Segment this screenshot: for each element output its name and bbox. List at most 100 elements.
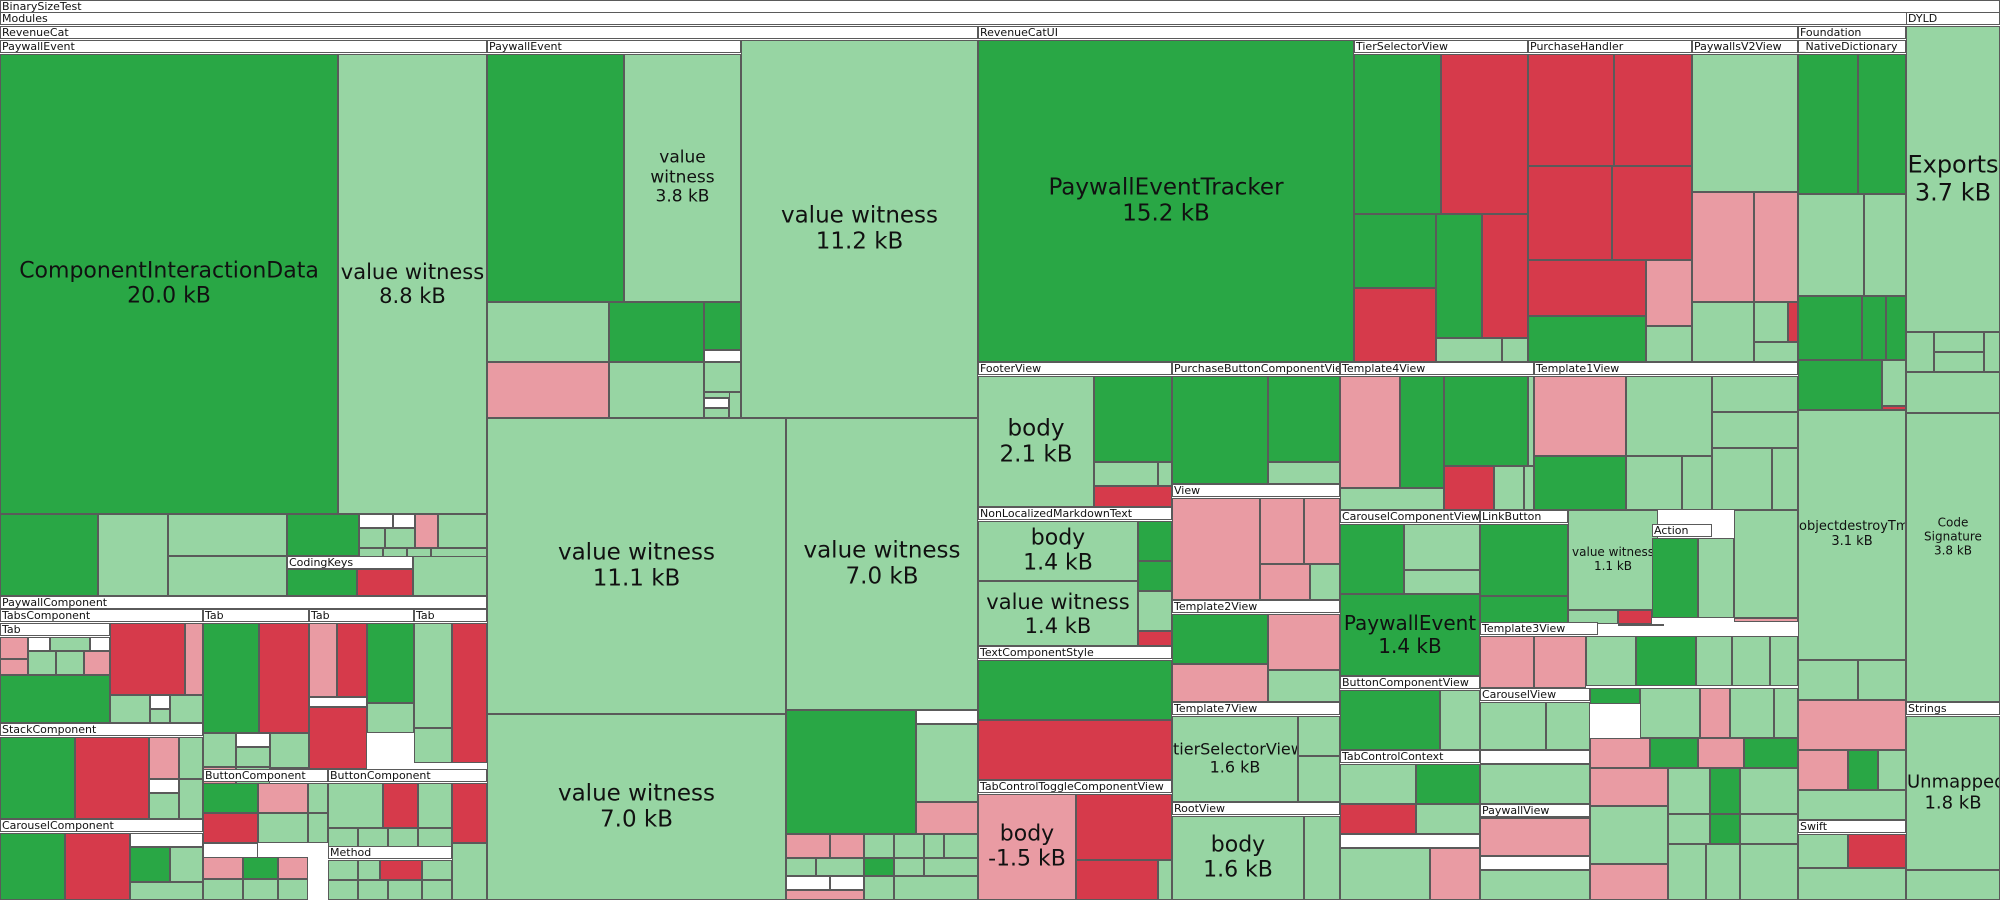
symbol-cell[interactable] [75, 737, 149, 819]
symbol-cell[interactable] [1138, 561, 1172, 591]
symbol-cell[interactable] [1626, 456, 1682, 510]
symbol-cell[interactable] [1480, 596, 1568, 624]
symbol-cell[interactable] [438, 514, 487, 548]
symbol-cell[interactable] [243, 879, 278, 900]
symbol-cell[interactable] [1730, 688, 1774, 738]
symbol-cell[interactable] [1798, 790, 1906, 820]
symbol-cell[interactable] [1340, 524, 1404, 594]
symbol-cell[interactable] [864, 834, 894, 858]
symbol-cell[interactable] [1798, 750, 1848, 790]
symbol-cell[interactable] [704, 362, 741, 392]
group-template7view[interactable]: Template7View [1172, 702, 1340, 715]
symbol-cell[interactable] [1354, 54, 1441, 214]
symbol-cell[interactable] [1400, 376, 1444, 488]
symbol-cell[interactable] [413, 556, 487, 596]
component-interaction-data-cell[interactable]: ComponentInteractionData 20.0 kB [0, 54, 338, 514]
symbol-cell[interactable] [1416, 764, 1480, 804]
symbol-cell[interactable] [1528, 260, 1646, 316]
symbol-cell[interactable] [1436, 338, 1502, 362]
symbol-cell[interactable] [130, 833, 203, 847]
symbol-cell[interactable] [203, 857, 243, 879]
value-witness-cell[interactable]: value witness 1.1 kB [1568, 510, 1658, 610]
group-template4view[interactable]: Template4View [1340, 362, 1534, 375]
symbol-cell[interactable] [270, 767, 309, 769]
group-tabscomponent[interactable]: TabsComponent [0, 609, 203, 622]
symbol-cell[interactable] [1696, 636, 1732, 686]
symbol-cell[interactable] [1646, 260, 1692, 326]
symbol-cell[interactable] [1744, 738, 1798, 768]
symbol-cell[interactable] [1772, 448, 1798, 510]
root-body-cell[interactable]: body 1.6 kB [1172, 816, 1304, 900]
symbol-cell[interactable] [609, 302, 704, 362]
symbol-cell[interactable] [259, 623, 309, 733]
symbol-cell[interactable] [56, 651, 84, 675]
symbol-cell[interactable] [170, 847, 203, 882]
symbol-cell[interactable] [894, 858, 924, 876]
symbol-cell[interactable] [1682, 456, 1712, 510]
symbol-cell[interactable] [1340, 488, 1444, 510]
symbol-cell[interactable] [1590, 768, 1668, 806]
symbol-cell[interactable] [357, 569, 413, 596]
symbol-cell[interactable] [359, 528, 385, 548]
symbol-cell[interactable] [1740, 814, 1798, 844]
symbol-cell[interactable] [1848, 750, 1878, 790]
group-paywallevent-b[interactable]: PaywallEvent [487, 40, 741, 53]
symbol-cell[interactable] [1700, 688, 1730, 738]
symbol-cell[interactable] [367, 623, 414, 703]
symbol-cell[interactable] [203, 813, 258, 843]
symbol-cell[interactable] [1798, 660, 1858, 700]
group-tab[interactable]: Tab [0, 623, 110, 636]
group-nonlocalizedmarkdowntext[interactable]: NonLocalizedMarkdownText [978, 507, 1172, 520]
group-tab-a[interactable]: Tab [203, 609, 309, 622]
symbol-cell[interactable] [830, 876, 864, 890]
symbol-cell[interactable] [236, 733, 270, 747]
symbol-cell[interactable] [452, 783, 487, 843]
symbol-cell[interactable] [1260, 564, 1310, 600]
module-dyld[interactable]: DYLD [1906, 12, 2000, 25]
symbol-cell[interactable] [110, 623, 185, 695]
symbol-cell[interactable] [203, 783, 258, 813]
group-paywallview[interactable]: PaywallView [1480, 804, 1590, 817]
symbol-cell[interactable] [1534, 456, 1626, 510]
symbol-cell[interactable] [380, 860, 422, 880]
symbol-cell[interactable] [1340, 848, 1430, 900]
symbol-cell[interactable] [358, 880, 388, 900]
symbol-cell[interactable] [786, 890, 864, 900]
symbol-cell[interactable] [1906, 332, 1934, 372]
symbol-cell[interactable] [1534, 636, 1586, 688]
symbol-cell[interactable] [704, 408, 729, 418]
value-witness-cell[interactable]: value witness 11.1 kB [487, 418, 786, 714]
symbol-cell[interactable] [309, 707, 367, 769]
symbol-cell[interactable] [1712, 448, 1772, 510]
symbol-cell[interactable] [150, 709, 170, 723]
symbol-cell[interactable] [1934, 332, 1984, 352]
symbol-cell[interactable] [452, 623, 487, 763]
symbol-cell[interactable] [1612, 166, 1692, 260]
symbol-cell[interactable] [1858, 54, 1906, 194]
symbol-cell[interactable] [1712, 412, 1798, 448]
group-tierselectorview[interactable]: TierSelectorView [1354, 40, 1528, 53]
symbol-cell[interactable] [415, 514, 438, 548]
symbol-cell[interactable] [1636, 636, 1696, 686]
group-rootview[interactable]: RootView [1172, 802, 1340, 815]
symbol-cell[interactable] [786, 710, 916, 834]
symbol-cell[interactable] [1798, 296, 1862, 360]
symbol-cell[interactable] [170, 695, 203, 723]
symbol-cell[interactable] [1138, 521, 1172, 561]
symbol-cell[interactable] [1260, 498, 1304, 564]
module-revenuecatui[interactable]: RevenueCatUI [978, 26, 1798, 39]
symbol-cell[interactable] [944, 834, 978, 858]
group-swift[interactable]: Swift [1798, 820, 1906, 833]
symbol-cell[interactable] [1862, 296, 1886, 360]
symbol-cell[interactable] [1668, 844, 1706, 900]
symbol-cell[interactable] [1754, 302, 1788, 342]
symbol-cell[interactable] [1640, 688, 1700, 738]
objectdestroy-cell[interactable]: objectdestroyTm 3.1 kB [1798, 410, 1906, 660]
value-witness-cell[interactable]: value witness 8.8 kB [338, 54, 487, 514]
symbol-cell[interactable] [1650, 738, 1698, 768]
group-buttoncomponentview[interactable]: ButtonComponentView [1340, 676, 1480, 689]
group-purchasebuttoncomponentview[interactable]: PurchaseButtonComponentView [1172, 362, 1340, 375]
symbol-cell[interactable] [309, 623, 337, 697]
symbol-cell[interactable] [65, 833, 130, 900]
symbol-cell[interactable] [1906, 412, 2000, 414]
